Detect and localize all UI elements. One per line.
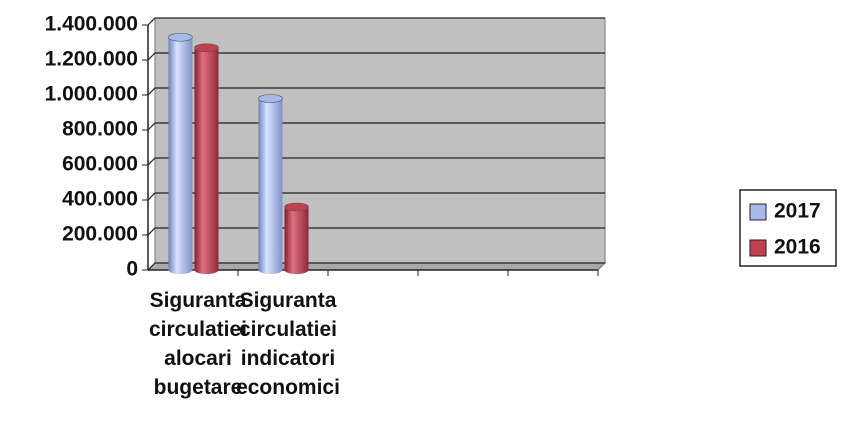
legend-label: 2017	[774, 200, 821, 223]
grid-line	[147, 87, 605, 96]
bar-top	[284, 202, 309, 212]
y-tick-label: 600.000	[62, 153, 138, 176]
y-tick-label: 400.000	[62, 188, 138, 211]
bar	[284, 202, 309, 274]
legend-swatch	[749, 203, 767, 221]
grid-line	[147, 122, 605, 131]
bar-base	[284, 266, 309, 274]
y-tick-label: 1.200.000	[45, 48, 138, 71]
bar-top	[168, 32, 193, 42]
grid-line	[147, 157, 605, 166]
y-tick-label: 1.000.000	[45, 83, 138, 106]
bar	[258, 94, 283, 274]
y-tick-label: 200.000	[62, 223, 138, 246]
y-tick-label: 0	[126, 258, 138, 281]
bar-top	[258, 94, 283, 103]
bar-top	[194, 43, 219, 53]
bar-base	[258, 266, 283, 274]
bar-body	[194, 47, 219, 270]
y-tick-label: 800.000	[62, 118, 138, 141]
bar-base	[194, 266, 219, 274]
grid-line	[147, 52, 605, 61]
bar	[168, 32, 193, 274]
legend-swatch	[749, 239, 767, 257]
x-tick-label: Siguranta circulatiei alocari bugetare	[148, 289, 248, 399]
grid-line	[147, 227, 605, 236]
bar-body	[284, 207, 309, 270]
bar	[194, 43, 219, 274]
grid-line	[147, 17, 605, 26]
grid-line	[147, 262, 605, 271]
grid-line	[147, 192, 605, 201]
bar-body	[258, 98, 283, 270]
y-tick-label: 1.400.000	[45, 13, 138, 36]
plot-wall	[154, 17, 606, 264]
legend-label: 2016	[774, 236, 821, 259]
bar-base	[168, 266, 193, 274]
x-tick-label: Siguranta circulatiei indicatori economi…	[236, 289, 340, 399]
bar-body	[168, 37, 193, 270]
